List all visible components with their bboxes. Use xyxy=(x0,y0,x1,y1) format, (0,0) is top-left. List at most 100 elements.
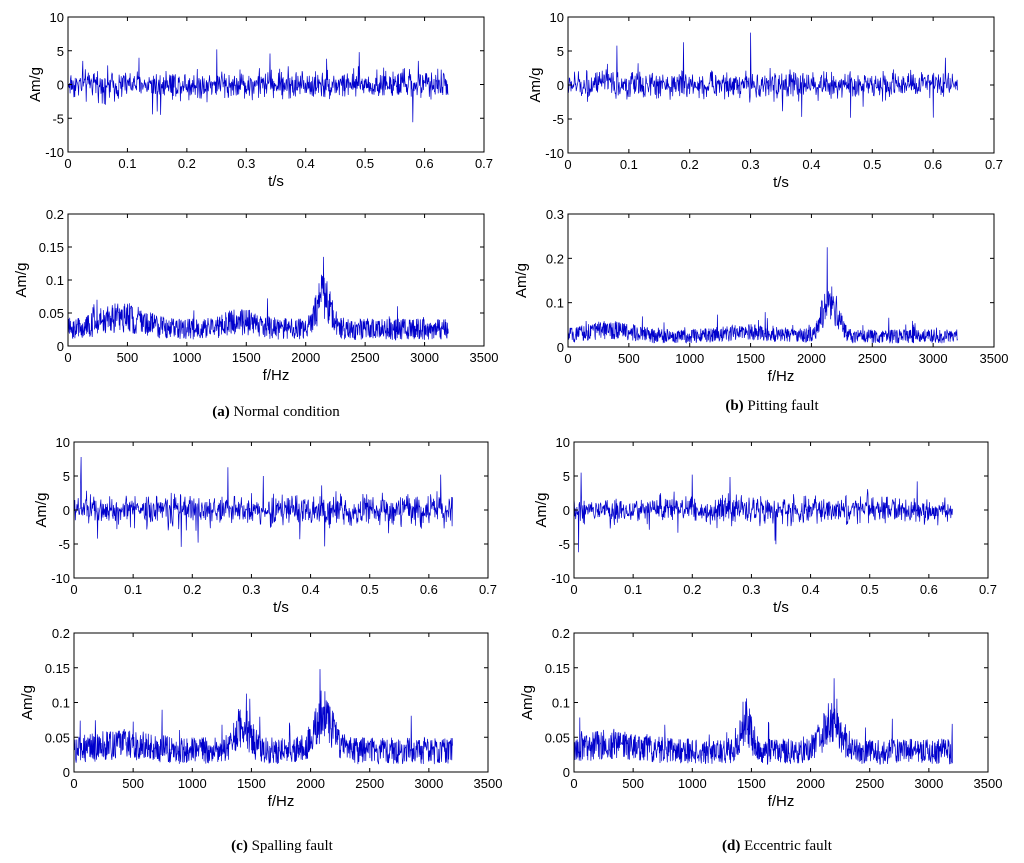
x-axis-label-d-freq: f/Hz xyxy=(768,793,795,810)
y-tick-label-d-freq-2: 0.1 xyxy=(552,696,570,711)
x-tick-label-c-freq-7: 3500 xyxy=(474,776,503,791)
x-tick-label-a-freq-0: 0 xyxy=(64,350,71,365)
x-axis-label-d-time: t/s xyxy=(773,599,789,616)
x-tick-label-d-time-6: 0.6 xyxy=(920,582,938,597)
x-tick-label-d-freq-5: 2500 xyxy=(855,776,884,791)
y-tick-label-b-freq-3: 0.3 xyxy=(546,207,564,222)
caption-b-text: Pitting fault xyxy=(744,398,820,414)
y-tick-label-d-time-1: -5 xyxy=(558,537,570,552)
series-line-d-freq xyxy=(573,678,953,765)
y-axis-label-a-time: Am/g xyxy=(27,67,44,102)
chart-c-time: 0 0.1 0.2 0.3 0.4 0.5 0.6 0.7 -10 -5 0 5 10 t/s Am/g xyxy=(33,435,497,616)
x-tick-label-a-freq-4: 2000 xyxy=(291,350,320,365)
y-tick-label-b-time-4: 10 xyxy=(550,10,564,25)
caption-a: (a) Normal condition xyxy=(212,404,340,420)
x-tick-label-c-freq-5: 2500 xyxy=(355,776,384,791)
caption-b: (b) Pitting fault xyxy=(725,398,819,414)
x-tick-label-a-time-2: 0.2 xyxy=(178,156,196,171)
series-line-c-freq xyxy=(73,669,453,765)
series-line-c-time xyxy=(73,456,453,547)
y-tick-label-c-time-1: -5 xyxy=(58,537,70,552)
y-tick-label-b-freq-2: 0.2 xyxy=(546,251,564,266)
x-tick-label-b-freq-3: 1500 xyxy=(736,351,765,366)
x-tick-label-a-freq-2: 1000 xyxy=(172,350,201,365)
panels: 0 0.1 0.2 0.3 0.4 0.5 0.6 0.7 -10 -5 0 5 10 t/s Am/g 0 5… xyxy=(13,10,1008,810)
x-tick-label-b-time-5: 0.5 xyxy=(863,157,881,172)
x-tick-label-c-time-5: 0.5 xyxy=(361,582,379,597)
x-axis-label-c-freq: f/Hz xyxy=(268,793,295,810)
x-tick-label-b-freq-6: 3000 xyxy=(919,351,948,366)
x-tick-label-a-time-6: 0.6 xyxy=(416,156,434,171)
x-tick-label-d-time-0: 0 xyxy=(570,582,577,597)
x-tick-label-d-freq-6: 3000 xyxy=(914,776,943,791)
x-tick-label-a-time-0: 0 xyxy=(64,156,71,171)
x-axis-label-a-freq: f/Hz xyxy=(263,367,290,384)
y-tick-label-c-freq-1: 0.05 xyxy=(45,730,70,745)
x-axis-label-a-time: t/s xyxy=(268,173,284,190)
x-tick-label-d-freq-4: 2000 xyxy=(796,776,825,791)
y-axis-label-c-time: Am/g xyxy=(33,492,50,527)
series-line-a-time xyxy=(67,49,449,123)
x-tick-label-d-time-1: 0.1 xyxy=(624,582,642,597)
x-tick-label-a-freq-1: 500 xyxy=(117,350,139,365)
x-tick-label-b-time-0: 0 xyxy=(564,157,571,172)
x-tick-label-d-time-4: 0.4 xyxy=(802,582,820,597)
x-tick-label-b-freq-1: 500 xyxy=(618,351,640,366)
x-tick-label-a-time-5: 0.5 xyxy=(356,156,374,171)
y-tick-label-a-time-4: 10 xyxy=(50,10,64,25)
y-tick-label-b-time-0: -10 xyxy=(545,146,564,161)
y-tick-label-a-time-0: -10 xyxy=(45,145,64,160)
x-tick-label-d-freq-0: 0 xyxy=(570,776,577,791)
x-tick-label-d-time-3: 0.3 xyxy=(742,582,760,597)
y-tick-label-d-freq-3: 0.15 xyxy=(545,661,570,676)
y-tick-label-b-freq-1: 0.1 xyxy=(546,296,564,311)
series-line-b-time xyxy=(567,32,958,118)
x-tick-label-a-time-7: 0.7 xyxy=(475,156,493,171)
y-tick-label-c-time-0: -10 xyxy=(51,571,70,586)
y-tick-label-a-freq-1: 0.05 xyxy=(39,306,64,321)
x-tick-label-c-freq-3: 1500 xyxy=(237,776,266,791)
x-tick-label-a-time-1: 0.1 xyxy=(118,156,136,171)
series-line-d-time xyxy=(573,472,953,553)
x-tick-label-a-freq-7: 3500 xyxy=(470,350,499,365)
y-tick-label-d-time-3: 5 xyxy=(563,469,570,484)
y-tick-label-b-freq-0: 0 xyxy=(557,340,564,355)
x-tick-label-b-time-4: 0.4 xyxy=(802,157,820,172)
x-tick-label-b-freq-4: 2000 xyxy=(797,351,826,366)
chart-b-time: 0 0.1 0.2 0.3 0.4 0.5 0.6 0.7 -10 -5 0 5 10 t/s Am/g xyxy=(527,10,1003,191)
x-tick-label-d-time-2: 0.2 xyxy=(683,582,701,597)
x-tick-label-b-freq-7: 3500 xyxy=(980,351,1009,366)
x-tick-label-a-freq-3: 1500 xyxy=(232,350,261,365)
x-tick-label-c-time-4: 0.4 xyxy=(302,582,320,597)
chart-a-time: 0 0.1 0.2 0.3 0.4 0.5 0.6 0.7 -10 -5 0 5 10 t/s Am/g xyxy=(27,10,493,190)
x-tick-label-c-time-6: 0.6 xyxy=(420,582,438,597)
caption-d-letter: (d) xyxy=(722,838,740,854)
y-axis-label-c-freq: Am/g xyxy=(19,685,36,720)
caption-a-letter: (a) xyxy=(212,404,230,420)
x-tick-label-a-freq-5: 2500 xyxy=(351,350,380,365)
y-tick-label-c-time-4: 10 xyxy=(56,435,70,450)
caption-b-letter: (b) xyxy=(725,398,743,414)
x-tick-label-c-time-7: 0.7 xyxy=(479,582,497,597)
y-tick-label-c-time-3: 5 xyxy=(63,469,70,484)
x-tick-label-c-freq-4: 2000 xyxy=(296,776,325,791)
x-tick-label-b-freq-2: 1000 xyxy=(675,351,704,366)
y-tick-label-c-freq-2: 0.1 xyxy=(52,696,70,711)
x-tick-label-b-time-7: 0.7 xyxy=(985,157,1003,172)
caption-c: (c) Spalling fault xyxy=(231,838,333,854)
y-tick-label-c-freq-0: 0 xyxy=(63,765,70,780)
y-tick-label-d-freq-4: 0.2 xyxy=(552,626,570,641)
chart-a-freq: 0 500 1000 1500 2000 2500 3000 3500 0 0.05 0.1 0.15… xyxy=(13,207,498,384)
series-line-b-freq xyxy=(567,247,958,344)
x-tick-label-d-freq-3: 1500 xyxy=(737,776,766,791)
x-axis-label-b-freq: f/Hz xyxy=(768,368,795,385)
x-tick-label-c-time-3: 0.3 xyxy=(242,582,260,597)
x-tick-label-b-time-6: 0.6 xyxy=(924,157,942,172)
x-tick-label-c-freq-6: 3000 xyxy=(414,776,443,791)
x-tick-label-a-time-3: 0.3 xyxy=(237,156,255,171)
y-tick-label-c-freq-4: 0.2 xyxy=(52,626,70,641)
y-tick-label-a-freq-2: 0.1 xyxy=(46,273,64,288)
x-tick-label-a-freq-6: 3000 xyxy=(410,350,439,365)
x-tick-label-d-time-7: 0.7 xyxy=(979,582,997,597)
x-tick-label-b-time-1: 0.1 xyxy=(620,157,638,172)
